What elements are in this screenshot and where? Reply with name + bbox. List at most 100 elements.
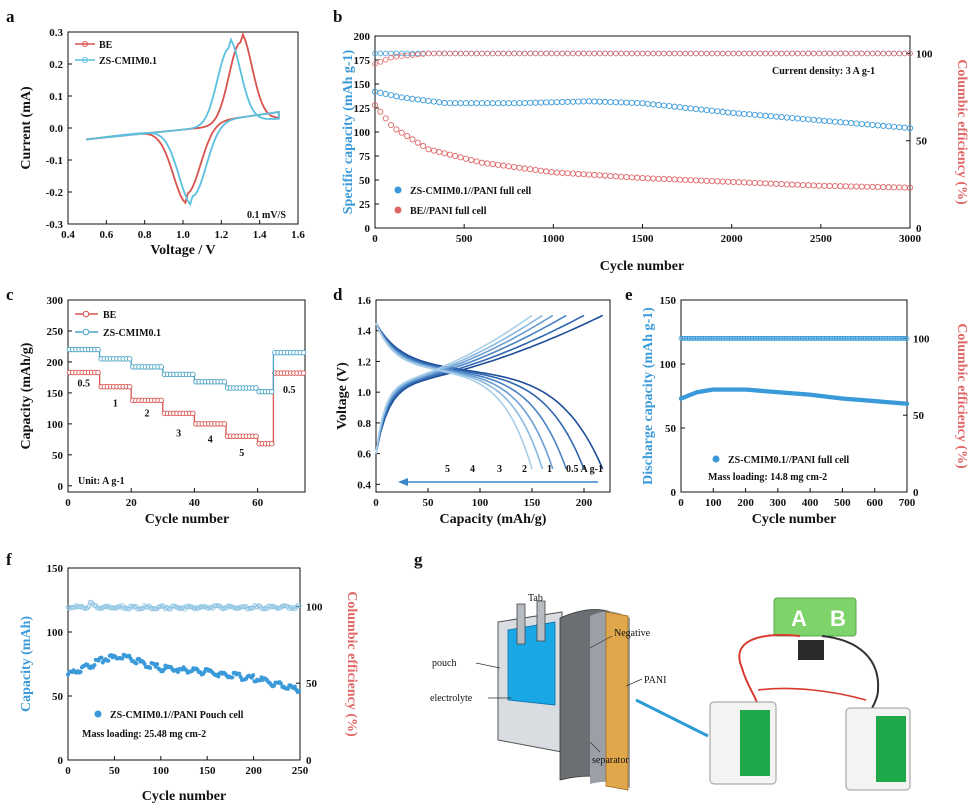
x-tick-label: 0.4 — [61, 229, 75, 241]
efficiency-point — [188, 604, 193, 610]
capacity-point — [585, 98, 593, 105]
x-tick-label: 0.6 — [99, 229, 113, 241]
efficiency-point — [869, 335, 874, 341]
wire-black-right — [821, 635, 880, 715]
capacity-point — [821, 117, 828, 124]
efficiency-point — [735, 50, 742, 57]
capacity-point — [420, 142, 427, 150]
x-tick-label: 0 — [678, 497, 684, 509]
efficiency-point — [898, 335, 903, 341]
efficiency-point — [697, 335, 703, 341]
y-tick-label: 50 — [52, 450, 64, 462]
efficiency-point — [704, 335, 710, 341]
mass-loading-annotation: Mass loading: 25.48 mg cm-2 — [82, 729, 206, 740]
capacity-point — [628, 99, 635, 106]
efficiency-point — [837, 50, 844, 57]
capacity-point — [505, 163, 512, 170]
capacity-point — [500, 100, 507, 107]
capacity-point — [436, 99, 443, 106]
efficiency-point — [175, 604, 181, 610]
capacity-point — [602, 172, 609, 179]
capacity-point — [639, 175, 646, 182]
capacity-point — [489, 161, 496, 168]
x-tick-label: 150 — [199, 765, 216, 777]
rate-point — [126, 356, 133, 362]
efficiency-point — [741, 335, 747, 341]
efficiency-point — [291, 605, 296, 611]
efficiency-point — [823, 335, 829, 341]
efficiency-point — [736, 335, 742, 341]
x-axis-label: Cycle number — [752, 512, 836, 527]
capacity-point — [864, 183, 871, 190]
efficiency-point — [873, 335, 879, 341]
capacity-point — [666, 103, 673, 110]
capacity-point — [885, 123, 892, 130]
capacity-point — [404, 132, 411, 140]
efficiency-point — [840, 335, 845, 341]
efficiency-point — [896, 50, 903, 57]
data-points — [678, 335, 910, 406]
y2-tick-label: 100 — [306, 601, 323, 613]
capacity-point — [553, 169, 560, 176]
efficiency-point — [505, 50, 512, 57]
efficiency-point — [781, 335, 787, 341]
efficiency-point — [559, 50, 566, 57]
efficiency-point — [864, 335, 870, 341]
capacity-point — [559, 169, 566, 176]
capacity-point — [272, 683, 277, 688]
efficiency-point — [791, 335, 797, 341]
efficiency-point — [696, 335, 702, 341]
efficiency-point — [196, 605, 202, 611]
efficiency-point — [831, 335, 837, 341]
capacity-point — [543, 168, 550, 175]
y-tick-label: 1.2 — [357, 356, 371, 368]
capacity-point — [618, 99, 625, 106]
efficiency-point — [810, 335, 816, 341]
efficiency-point — [602, 50, 608, 57]
capacity-point — [757, 112, 764, 119]
y-tick-label: 75 — [359, 151, 371, 163]
capacity-point — [767, 180, 774, 187]
efficiency-point — [798, 335, 803, 341]
x-tick-label: 200 — [737, 497, 754, 509]
efficiency-point — [671, 50, 678, 57]
data-points — [371, 50, 914, 191]
capacity-point — [521, 165, 528, 172]
efficiency-point — [896, 335, 902, 341]
capacity-point — [778, 114, 785, 121]
label-pani: PANI — [644, 675, 666, 686]
efficiency-point — [885, 335, 891, 341]
efficiency-point — [140, 605, 146, 611]
efficiency-point — [628, 50, 635, 57]
y2-tick-label: 0 — [916, 223, 922, 235]
capacity-point — [751, 111, 758, 118]
efficiency-point — [812, 335, 818, 341]
efficiency-point — [752, 335, 758, 341]
capacity-point — [789, 114, 796, 122]
capacity-point — [612, 99, 619, 106]
panel-f: f 0 50 100 150 0 50 100 0 50 100 150 200 250 ZS-CM… — [6, 550, 359, 804]
capacity-point — [714, 108, 721, 115]
x-tick-label: 1.2 — [214, 229, 228, 241]
efficiency-point — [377, 59, 384, 65]
capacity-point — [880, 122, 887, 129]
efficiency-point — [224, 604, 230, 610]
legend-marker — [712, 455, 720, 463]
plot-frame — [67, 299, 306, 493]
capacity-point — [906, 184, 914, 191]
capacity-point — [719, 178, 726, 185]
legend-label: ZS-CMIM0.1//PANI full cell — [728, 455, 849, 466]
capacity-point — [478, 100, 486, 107]
x-tick-label: 100 — [472, 497, 489, 509]
efficiency-point — [521, 50, 528, 57]
efficiency-point — [682, 50, 689, 57]
y-tick-label: 0 — [365, 223, 371, 235]
charge-curve-0.5 — [375, 314, 604, 454]
rate-point — [95, 369, 101, 376]
y-tick-label: 0 — [671, 487, 677, 499]
capacity-point — [377, 108, 384, 115]
capacity-point — [783, 181, 791, 188]
efficiency-point — [709, 335, 715, 341]
capacity-point — [628, 174, 635, 181]
